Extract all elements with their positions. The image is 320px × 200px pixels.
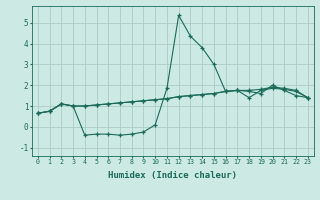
X-axis label: Humidex (Indice chaleur): Humidex (Indice chaleur): [108, 171, 237, 180]
